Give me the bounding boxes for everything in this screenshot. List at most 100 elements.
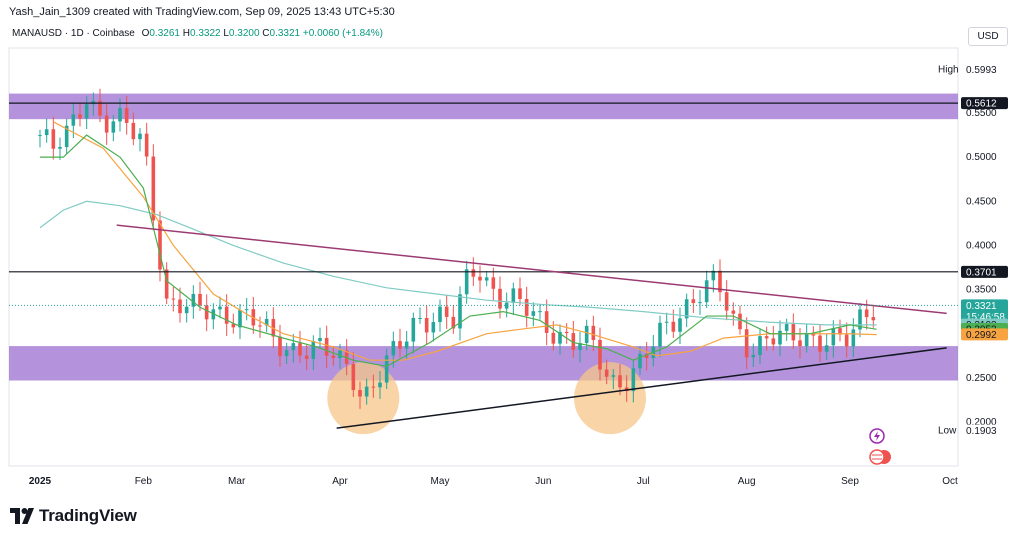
x-tick-label: Feb: [135, 476, 153, 487]
candle-body: [611, 375, 616, 377]
highlight-circle-0: [327, 362, 400, 435]
candle-body: [411, 317, 416, 342]
candle-body: [684, 299, 689, 319]
tradingview-logo[interactable]: TradingView: [10, 506, 137, 526]
highlight-circle-1: [574, 362, 646, 435]
candle-body: [144, 133, 149, 157]
candle-body: [331, 355, 336, 359]
trendline-resistance: [116, 224, 947, 315]
open-value: 0.3261: [149, 28, 180, 39]
candle-body: [58, 147, 62, 149]
candle-body: [638, 353, 642, 369]
candle-body: [431, 322, 436, 333]
candle-body: [704, 280, 709, 303]
candle-body: [764, 336, 769, 339]
y-tick-label: 0.4000: [966, 240, 997, 251]
last-price-badge-bg: [961, 299, 1008, 324]
candle-body: [444, 306, 449, 317]
candle-body: [804, 333, 809, 347]
candle-body: [531, 311, 536, 316]
candle-body: [244, 309, 249, 311]
candle-body: [591, 325, 596, 340]
candle-body: [478, 276, 482, 281]
y-tick-label: 0.2000: [966, 417, 997, 428]
high-label: H: [182, 28, 190, 39]
candle-body: [738, 313, 742, 330]
candle-body: [38, 135, 42, 137]
candle-body: [584, 325, 589, 344]
candle-body: [744, 329, 749, 358]
level-mid-badge: 0.3701: [966, 267, 997, 278]
candle-body: [364, 386, 369, 397]
candle-body: [371, 386, 376, 388]
candle-body: [451, 316, 456, 329]
candle-body: [378, 382, 382, 388]
candle-body: [851, 329, 856, 347]
candle-body: [824, 345, 829, 352]
low-value: 0.3200: [228, 28, 260, 39]
candle-body: [871, 317, 876, 321]
x-tick-label: Sep: [841, 476, 859, 487]
candle-body: [71, 114, 76, 126]
ma-mid-badge-bg: [961, 328, 1008, 341]
high-value: 0.5993: [966, 65, 997, 76]
candle-body: [644, 353, 649, 359]
candle-body: [424, 317, 429, 333]
candle-body: [658, 322, 662, 347]
ma-mid-badge: 0.2992: [966, 330, 997, 341]
high-label: High: [938, 64, 959, 75]
candle-body: [571, 333, 576, 350]
candle-body: [304, 355, 309, 359]
candle-body: [171, 298, 176, 300]
candle-body: [758, 336, 762, 356]
candle-body: [231, 323, 236, 328]
candle-body: [544, 311, 549, 333]
level-mid-badge-bg: [961, 265, 1008, 278]
candle-body: [618, 375, 622, 388]
y-tick-label: 0.5500: [966, 108, 997, 119]
y-tick-label: 0.2500: [966, 373, 997, 384]
candle-body: [551, 332, 556, 344]
candle-body: [191, 293, 196, 307]
lightning-bolt: [874, 431, 880, 441]
candle-body: [278, 336, 282, 357]
candle-body: [118, 108, 122, 122]
candle-body: [671, 321, 676, 332]
candle-body: [284, 350, 289, 357]
candle-body: [391, 341, 396, 356]
x-tick-label: Oct: [942, 476, 958, 487]
chart-attribution: Yash_Jain_1309 created with TradingView.…: [9, 6, 395, 18]
candle-body: [838, 328, 842, 335]
x-tick-label: May: [431, 476, 450, 487]
high-value: 0.3322: [189, 28, 221, 39]
candle-body: [238, 310, 242, 328]
y-tick-label: 0.4500: [966, 196, 997, 207]
currency-selector[interactable]: USD: [968, 27, 1008, 46]
moving-average-fast: [40, 134, 877, 368]
candle-body: [564, 331, 569, 334]
candle-body: [178, 299, 182, 314]
symbol-name[interactable]: MANAUSD · 1D · Coinbase: [12, 28, 135, 39]
candle-body: [344, 350, 349, 364]
candle-body: [384, 355, 389, 383]
tradingview-logo-icon: [10, 508, 34, 524]
candle-body: [471, 269, 476, 277]
candle-body: [438, 306, 442, 323]
level-top-badge: 0.5612: [966, 99, 997, 110]
candle-body: [731, 310, 736, 314]
close-value: 0.3321: [269, 28, 301, 39]
candle-body: [844, 334, 849, 347]
supply-demand-zone-0: [9, 93, 958, 120]
low-value-bg: [961, 424, 1008, 437]
candle-body: [751, 355, 756, 358]
last-price-badge: 0.3321: [966, 301, 997, 312]
candle-body: [291, 343, 296, 351]
candle-body: [491, 277, 496, 289]
candle-body: [164, 269, 169, 299]
x-tick-label: Apr: [332, 476, 348, 487]
candle-body: [771, 338, 776, 345]
candle-body: [158, 220, 162, 270]
candle-body: [811, 333, 816, 336]
candle-body: [798, 340, 802, 347]
